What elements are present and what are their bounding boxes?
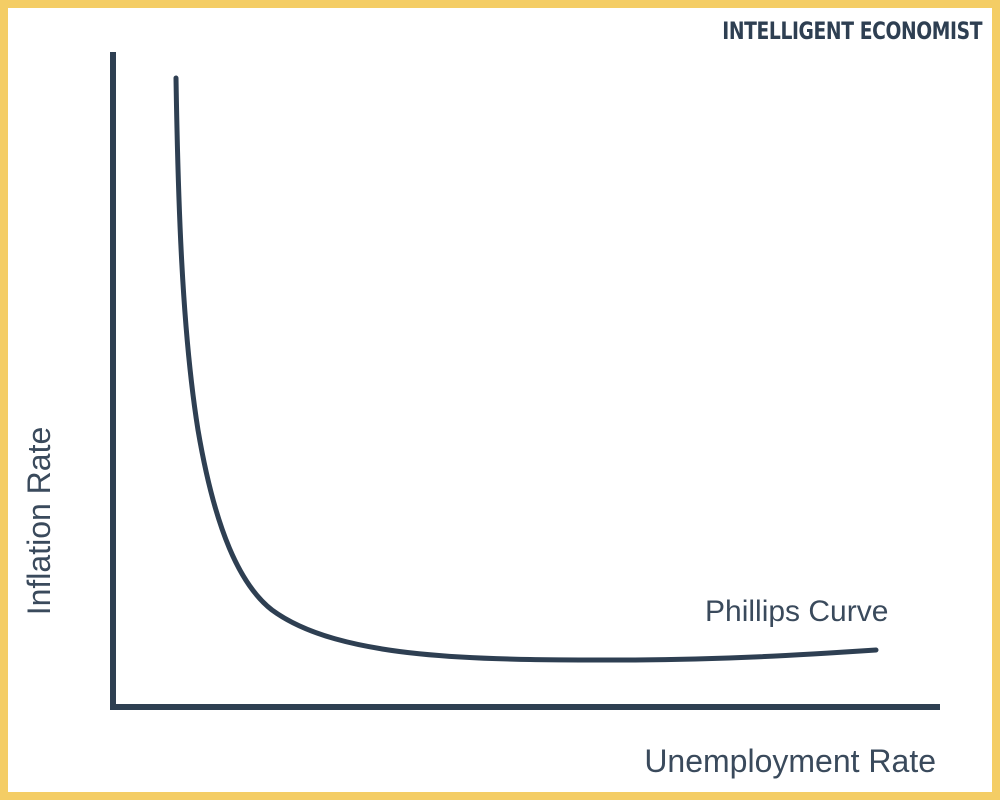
y-axis-label: Inflation Rate bbox=[21, 427, 57, 616]
brand-logo: INTELLIGENT ECONOMIST bbox=[722, 17, 982, 45]
x-axis-label: Unemployment Rate bbox=[644, 743, 936, 779]
phillips-curve-line bbox=[173, 75, 879, 663]
series-label: Phillips Curve bbox=[705, 595, 888, 628]
